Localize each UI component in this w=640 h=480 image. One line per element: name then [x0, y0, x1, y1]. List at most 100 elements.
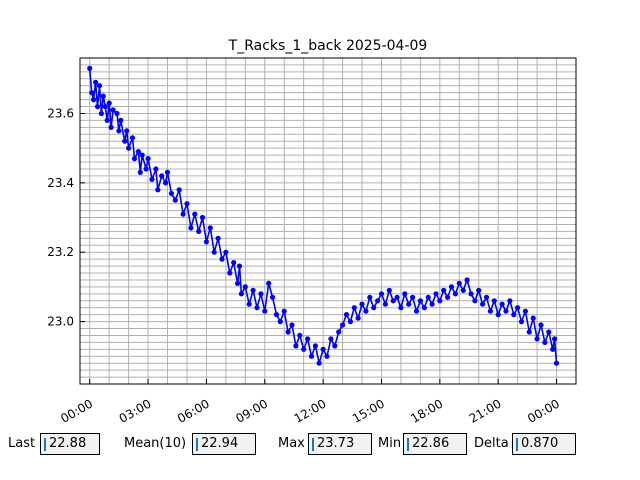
data-point [340, 322, 346, 328]
data-point [293, 343, 299, 349]
data-point [433, 291, 439, 297]
data-point [507, 298, 513, 304]
data-point [343, 312, 350, 318]
data-point [285, 329, 291, 335]
data-point [281, 308, 287, 314]
data-point [207, 225, 213, 231]
data-point [371, 305, 377, 311]
data-point [297, 332, 303, 338]
data-point [176, 187, 182, 193]
data-point [122, 138, 128, 144]
data-point [155, 187, 161, 193]
data-point [316, 360, 322, 366]
data-point [129, 135, 136, 141]
x-tick-label: 18:00 [408, 396, 445, 425]
data-point [355, 315, 361, 321]
last-value-field[interactable]: 22.88 [40, 433, 100, 455]
x-tick-label: 03:00 [117, 396, 154, 425]
data-point [126, 145, 132, 151]
data-point [236, 263, 243, 269]
delta-label: Delta [474, 436, 509, 451]
data-point [429, 301, 435, 307]
data-point [273, 312, 280, 318]
mean-value-field[interactable]: 22.94 [192, 433, 256, 455]
min-label: Min [378, 436, 402, 451]
data-point [114, 110, 120, 117]
data-point [402, 291, 408, 297]
data-point [168, 190, 174, 196]
data-point [153, 166, 159, 172]
data-point [390, 298, 396, 304]
x-tick-label: 06:00 [175, 396, 212, 425]
data-point [499, 301, 505, 307]
data-point [87, 65, 93, 71]
data-point [367, 294, 373, 300]
data-point [550, 346, 556, 352]
data-point [137, 169, 143, 175]
data-point [219, 256, 225, 262]
data-point [460, 287, 466, 293]
data-point [143, 166, 149, 172]
data-point [110, 107, 116, 113]
data-point [139, 152, 145, 158]
data-point [246, 301, 252, 307]
data-point [116, 128, 122, 134]
data-point [203, 239, 209, 245]
data-point [196, 228, 202, 234]
data-point [180, 211, 186, 217]
data-point [445, 294, 451, 300]
data-point [542, 339, 548, 345]
data-point [359, 301, 365, 307]
data-point [495, 312, 501, 318]
data-point [100, 93, 106, 99]
data-point [382, 301, 388, 307]
data-point [363, 308, 369, 314]
data-point [106, 100, 112, 106]
data-point [468, 291, 474, 297]
data-point [94, 104, 101, 110]
data-point [266, 280, 272, 286]
data-point [164, 169, 171, 175]
data-point [270, 294, 276, 300]
data-point [511, 312, 517, 318]
data-point [332, 343, 338, 349]
data-point [91, 97, 97, 103]
data-point [135, 149, 141, 155]
data-point [394, 294, 400, 300]
chart-title: T_Racks_1_back 2025-04-09 [228, 38, 428, 54]
data-point [320, 346, 326, 352]
max-value-field[interactable]: 23.73 [308, 433, 372, 455]
data-point [131, 156, 138, 162]
data-point [472, 298, 478, 304]
data-point [552, 336, 558, 342]
data-point [487, 308, 493, 314]
chart-grid [80, 58, 576, 384]
data-point [104, 117, 110, 123]
delta-value-field[interactable]: 0.870 [512, 433, 576, 455]
data-point [336, 329, 342, 335]
data-point [347, 319, 353, 325]
data-point [172, 197, 178, 203]
data-point [534, 336, 540, 342]
data-point [375, 298, 381, 304]
data-point [258, 291, 264, 297]
data-point [386, 287, 392, 293]
min-value-field[interactable]: 22.86 [403, 433, 467, 455]
y-tick-label: 23.4 [47, 176, 74, 190]
x-tick-label: 15:00 [350, 396, 387, 425]
data-point [530, 315, 536, 321]
max-label: Max [278, 436, 305, 451]
data-point [324, 353, 330, 359]
data-point [398, 305, 404, 311]
data-point [301, 346, 307, 352]
data-point [238, 291, 244, 297]
data-point [250, 287, 256, 293]
x-tick-label: 21:00 [467, 396, 504, 425]
data-point [242, 284, 248, 290]
plot-frame [79, 57, 577, 385]
data-point [480, 301, 486, 307]
data-point [522, 308, 529, 314]
data-point [192, 211, 198, 217]
data-point [413, 308, 420, 314]
data-point [448, 284, 455, 290]
